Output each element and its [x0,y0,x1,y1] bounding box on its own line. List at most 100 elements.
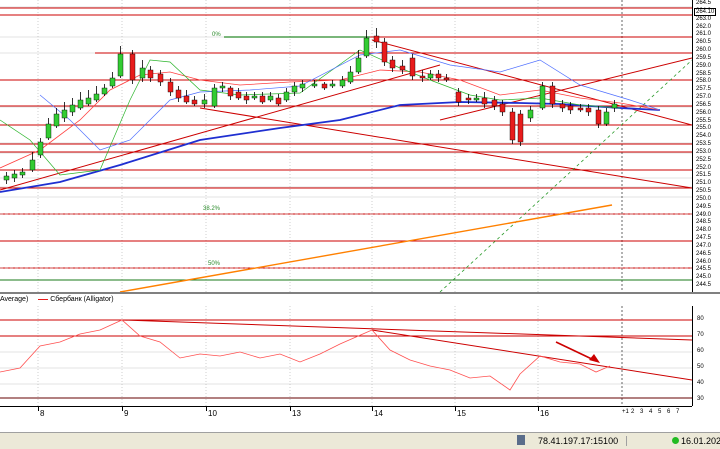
status-date: 16.01.2020 [681,436,720,446]
blue-moving-average [0,101,661,193]
trend-line [371,39,693,126]
bullish-candle [77,99,84,109]
indicator-tick-label: 40 [697,380,704,386]
bearish-candle [157,73,164,83]
time-axis-label: 14 [374,409,383,418]
price-axis[interactable]: 264.5264.0263.0262.0261.0260.5260.0259.5… [692,0,720,292]
bullish-candle [19,171,26,176]
alligator-teeth-line [0,49,621,176]
time-axis-tick [206,407,207,411]
time-axis-label: 15 [457,409,466,418]
time-axis-label: 9 [124,409,129,418]
time-axis-label: 16 [540,409,549,418]
time-axis-tick [372,407,373,411]
alligator-lips-line [39,49,661,151]
bearish-candle [191,99,198,105]
price-tick-label: 261.0 [696,31,712,38]
trend-line [439,57,693,121]
indicator-pane[interactable] [0,306,693,406]
bullish-candle [109,77,116,87]
time-axis-tick [455,407,456,411]
fib-382-label: 38.2% [203,206,221,212]
bullish-candle [611,103,618,109]
price-tick-label: 247.0 [696,242,712,249]
future-bar-label: 4 [649,409,653,415]
bullish-candle [539,85,546,109]
bullish-candle [53,113,60,127]
bearish-candle [481,97,488,105]
bearish-candle [235,91,242,99]
price-tick-label: 256.0 [696,109,712,116]
indicator-trend-line [121,319,693,341]
time-axis[interactable]: 8 9 10 13 14 15 16 +1 2 3 4 5 6 7 [0,406,692,421]
bearish-candle [499,103,506,113]
price-tick-label: 254.0 [696,133,712,140]
price-tick-label: 249.0 [696,211,712,218]
time-axis-tick [290,407,291,411]
indicator-legend: Average) Сбербанк (Alligator) [0,294,692,306]
indicator-canvas[interactable] [0,306,693,406]
future-bar-label: +1 [622,409,629,415]
pane-separator[interactable] [0,292,720,294]
bearish-candle [259,95,266,103]
price-tick-label: 260.5 [696,39,712,46]
legend-alligator-label: Сбербанк (Alligator) [50,296,114,303]
price-tick-label: 264.5 [696,0,712,6]
price-tick-label: 248.5 [696,219,712,226]
bullish-candle [283,91,290,101]
bullish-candle [267,95,274,101]
price-tick-label: 245.5 [696,266,712,273]
bearish-candle [399,65,406,71]
future-bar-label: 7 [676,409,680,415]
bullish-candle [85,97,92,105]
bullish-candle [211,87,218,107]
bullish-candle [329,83,336,87]
indicator-tick-label: 60 [697,348,704,354]
price-tick-label: 259.0 [696,62,712,69]
price-tick-label: 257.5 [696,86,712,93]
price-chart-canvas[interactable] [0,0,693,293]
price-tick-label: 253.0 [696,148,712,155]
annotation-arrow-shaft [555,341,597,362]
bullish-candle [29,159,36,171]
bearish-candle [549,85,556,105]
price-tick-label: 247.5 [696,235,712,241]
bullish-candle [219,85,226,89]
bearish-candle [577,107,584,111]
price-tick-label: 262.0 [696,23,712,30]
price-tick-label: 258.0 [696,78,712,85]
bearish-candle [409,57,416,77]
bearish-candle [381,41,388,63]
time-axis-tick [122,407,123,411]
annotation-arrow-head [589,354,600,363]
bullish-candle [61,109,68,119]
bullish-candle [311,83,318,87]
indicator-tick-label: 80 [697,316,704,322]
fib-zero-label: 0% [212,32,221,38]
legend-average: Average) [0,296,29,303]
price-tick-label: 255.5 [696,117,712,124]
price-tick-label: 246.5 [696,250,712,257]
alligator-line-swatch [38,298,49,300]
price-tick-label: 249.5 [696,203,712,210]
price-chart-pane[interactable]: 0% 38.2% 50% [0,0,693,293]
bearish-candle [243,95,250,101]
bullish-candle [339,79,346,87]
bullish-candle [3,175,10,181]
orange-trend-line [119,204,613,293]
time-axis-tick [538,407,539,411]
indicator-axis[interactable]: 80 70 60 50 40 30 [692,306,720,406]
price-tick-label: 260.0 [696,47,712,53]
bearish-candle [129,53,136,81]
price-tick-label: 252.5 [696,156,712,163]
time-axis-label: 13 [292,409,301,418]
bearish-candle [373,35,380,43]
indicator-tick-label: 70 [697,332,704,338]
bullish-candle [427,73,434,79]
bearish-candle [517,113,524,143]
bearish-candle [435,73,442,79]
trend-line [199,107,693,189]
bullish-candle [201,99,208,105]
bullish-candle [603,111,610,125]
bullish-candle [11,173,18,179]
